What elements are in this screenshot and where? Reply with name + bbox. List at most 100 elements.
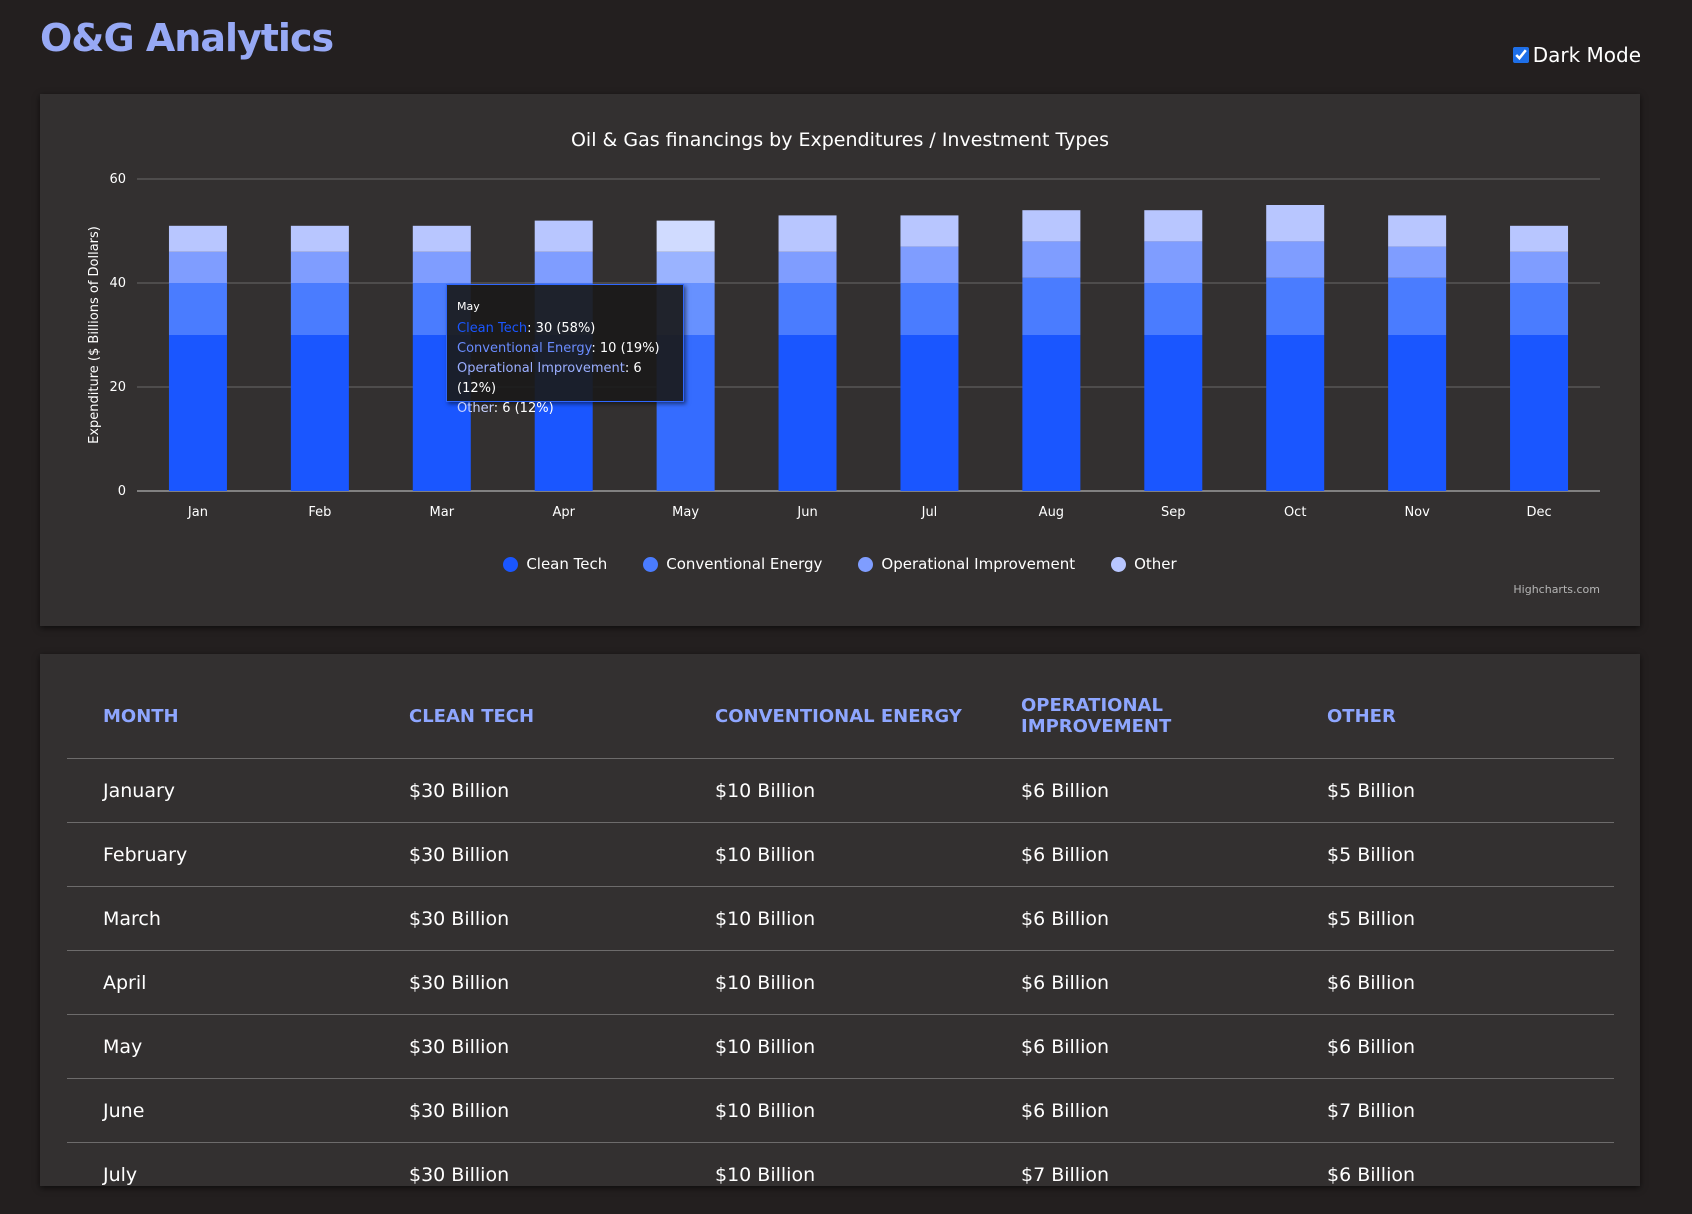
bar-segment-other[interactable]	[1510, 225, 1569, 252]
y-tick-label: 0	[118, 484, 126, 499]
bar-segment-operational-improvement[interactable]	[534, 251, 593, 283]
cell-clean-tech: $30 Billion	[373, 1014, 679, 1079]
y-tick-label: 60	[109, 172, 126, 187]
bar-segment-other[interactable]	[1388, 215, 1447, 247]
cell-clean-tech: $30 Billion	[373, 886, 679, 951]
cell-month: July	[67, 1142, 373, 1186]
bar-segment-operational-improvement[interactable]	[1266, 241, 1325, 278]
x-tick-label: Aug	[1039, 505, 1064, 520]
bar-segment-conventional-energy[interactable]	[1510, 283, 1569, 335]
cell-clean-tech: $30 Billion	[373, 1078, 679, 1143]
bar-segment-conventional-energy[interactable]	[168, 283, 227, 335]
tooltip-header: May	[457, 300, 480, 313]
table-body: January $30 Billion $10 Billion $6 Billion $…	[67, 758, 1614, 1186]
bar-segment-clean-tech[interactable]	[1022, 335, 1081, 491]
legend-item-operational-improvement[interactable]: Operational Improvement	[858, 555, 1075, 573]
bar-segment-other[interactable]	[900, 215, 959, 247]
bar-segment-conventional-energy[interactable]	[1144, 283, 1203, 335]
table-row: May $30 Billion $10 Billion $6 Billion $6 Bi…	[67, 1014, 1614, 1079]
bar-segment-other[interactable]	[1144, 210, 1203, 242]
column-header-operational-improvement[interactable]: OPERATIONAL IMPROVEMENT	[985, 674, 1291, 759]
bar-segment-operational-improvement[interactable]	[1022, 241, 1081, 278]
bar-segment-other[interactable]	[534, 220, 593, 252]
bar-segment-operational-improvement[interactable]	[778, 251, 837, 283]
tooltip-series-name: Conventional Energy	[457, 341, 592, 356]
data-table-card: MONTH CLEAN TECH CONVENTIONAL ENERGY OPE…	[40, 654, 1640, 1186]
chart-legend: Clean Tech Conventional Energy Operation…	[40, 555, 1640, 573]
dark-mode-checkbox[interactable]	[1512, 47, 1529, 63]
column-header-month[interactable]: MONTH	[67, 674, 373, 759]
legend-dot-conventional-energy	[643, 556, 659, 572]
bar-segment-operational-improvement[interactable]	[412, 251, 471, 283]
bar-segment-operational-improvement[interactable]	[1510, 251, 1569, 283]
dark-mode-toggle[interactable]: Dark Mode	[1512, 43, 1641, 67]
bar-segment-conventional-energy[interactable]	[1266, 277, 1325, 335]
bar-segment-clean-tech[interactable]	[168, 335, 227, 491]
cell-other: $5 Billion	[1291, 758, 1614, 823]
bar-segment-clean-tech[interactable]	[1266, 335, 1325, 491]
cell-month: April	[67, 950, 373, 1015]
bar-segment-clean-tech[interactable]	[900, 335, 959, 491]
bar-segment-conventional-energy[interactable]	[290, 283, 349, 335]
legend-item-other[interactable]: Other	[1111, 555, 1177, 573]
column-header-conventional-energy[interactable]: CONVENTIONAL ENERGY	[679, 674, 985, 759]
x-tick-label: May	[672, 505, 699, 520]
bar-segment-conventional-energy[interactable]	[778, 283, 837, 335]
bar-segment-clean-tech[interactable]	[1510, 335, 1569, 491]
chart-credits[interactable]: Highcharts.com	[1513, 583, 1600, 596]
bar-segment-conventional-energy[interactable]	[900, 283, 959, 335]
bar-segment-clean-tech[interactable]	[1144, 335, 1203, 491]
y-axis-title: Expenditure ($ Billions of Dollars)	[87, 226, 102, 444]
table-row: April $30 Billion $10 Billion $6 Billion $6 …	[67, 950, 1614, 1015]
bar-segment-operational-improvement[interactable]	[290, 251, 349, 283]
legend-item-clean-tech[interactable]: Clean Tech	[503, 555, 607, 573]
cell-clean-tech: $30 Billion	[373, 758, 679, 823]
cell-conventional-energy: $10 Billion	[679, 1014, 985, 1079]
bar-segment-other[interactable]	[290, 225, 349, 252]
bar-segment-conventional-energy[interactable]	[1388, 277, 1447, 335]
bar-segment-other[interactable]	[168, 225, 227, 252]
legend-item-conventional-energy[interactable]: Conventional Energy	[643, 555, 822, 573]
cell-other: $6 Billion	[1291, 1014, 1614, 1079]
bar-segment-conventional-energy[interactable]	[1022, 277, 1081, 335]
bar-segment-operational-improvement[interactable]	[1388, 246, 1447, 278]
column-header-clean-tech[interactable]: CLEAN TECH	[373, 674, 679, 759]
bar-segment-clean-tech[interactable]	[290, 335, 349, 491]
tooltip-row: Other: 6 (12%)	[457, 399, 673, 419]
cell-other: $5 Billion	[1291, 822, 1614, 887]
bar-segment-clean-tech[interactable]	[778, 335, 837, 491]
app-title: O&G Analytics	[40, 16, 334, 60]
table-row: January $30 Billion $10 Billion $6 Billion $…	[67, 758, 1614, 823]
bar-segment-other[interactable]	[778, 215, 837, 252]
cell-operational-improvement: $6 Billion	[985, 822, 1291, 887]
x-tick-label: Jan	[187, 505, 208, 520]
cell-operational-improvement: $6 Billion	[985, 1078, 1291, 1143]
tooltip-series-value: : 6 (12%)	[457, 361, 642, 396]
bar-segment-operational-improvement[interactable]	[1144, 241, 1203, 283]
chart-title: Oil & Gas financings by Expenditures / I…	[570, 129, 1110, 151]
cell-other: $5 Billion	[1291, 886, 1614, 951]
bar-segment-operational-improvement[interactable]	[168, 251, 227, 283]
bar-segment-clean-tech[interactable]	[1388, 335, 1447, 491]
x-tick-label: Jul	[921, 505, 938, 520]
legend-dot-clean-tech	[503, 556, 519, 572]
x-tick-label: Nov	[1404, 505, 1430, 520]
cell-clean-tech: $30 Billion	[373, 950, 679, 1015]
bar-segment-operational-improvement[interactable]	[900, 246, 959, 283]
cell-clean-tech: $30 Billion	[373, 1142, 679, 1186]
cell-conventional-energy: $10 Billion	[679, 950, 985, 1015]
x-tick-label: Feb	[308, 505, 331, 520]
tooltip-series-name: Operational Improvement	[457, 361, 625, 376]
bar-segment-other[interactable]	[1022, 210, 1081, 242]
bar-segment-other[interactable]	[412, 225, 471, 252]
cell-other: $6 Billion	[1291, 1142, 1614, 1186]
y-tick-label: 20	[109, 380, 126, 395]
table-row: June $30 Billion $10 Billion $6 Billion $7 B…	[67, 1078, 1614, 1143]
cell-operational-improvement: $6 Billion	[985, 1014, 1291, 1079]
bar-segment-operational-improvement[interactable]	[656, 251, 715, 283]
legend-label-operational-improvement: Operational Improvement	[881, 555, 1076, 573]
bar-segment-other[interactable]	[656, 220, 715, 252]
bar-segment-other[interactable]	[1266, 205, 1325, 242]
column-header-other[interactable]: OTHER	[1291, 674, 1614, 759]
x-tick-label: Oct	[1284, 505, 1306, 520]
